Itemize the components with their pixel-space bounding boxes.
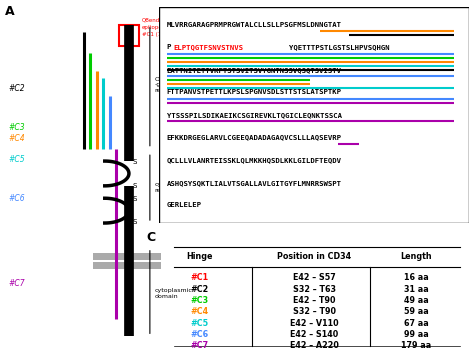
- Text: 31 aa: 31 aa: [404, 285, 429, 294]
- Text: #C1 (16 aa): #C1 (16 aa): [142, 32, 175, 37]
- Text: S: S: [133, 159, 137, 165]
- Text: #C5: #C5: [8, 155, 25, 164]
- Text: MLVRRGARAGPRMPRGWTALCLLSLLPSGFMSLDNNGTAT: MLVRRGARAGPRMPRGWTALCLLSLLPSGFMSLDNNGTAT: [166, 22, 342, 28]
- Text: ASHQSYSQKTLIALVTSGALLAVLGITGYFLMNRRSWSPT: ASHQSYSQKTLIALVTSGALLAVLGITGYFLMNRRSWSPT: [166, 180, 342, 186]
- Text: Position in CD34: Position in CD34: [277, 252, 351, 261]
- FancyBboxPatch shape: [159, 7, 469, 223]
- Text: 49 aa: 49 aa: [404, 296, 429, 305]
- Text: GERLELEP: GERLELEP: [166, 202, 201, 208]
- Text: 67 aa: 67 aa: [404, 319, 429, 328]
- Text: #C1: #C1: [190, 273, 208, 282]
- Text: S: S: [133, 219, 137, 225]
- Text: C: C: [146, 231, 155, 244]
- Text: #C7: #C7: [190, 342, 208, 350]
- Text: A: A: [5, 5, 15, 18]
- Bar: [119, 25, 138, 46]
- Text: #C4: #C4: [8, 133, 25, 143]
- Text: S: S: [133, 196, 137, 202]
- Text: 179 aa: 179 aa: [401, 342, 432, 350]
- Text: E42 – S140: E42 – S140: [290, 330, 338, 339]
- Text: #C6: #C6: [190, 330, 208, 339]
- Text: QCLLLVLANRTEISSKLQLMKKHQSDLKKLGILDFTEQDV: QCLLLVLANRTEISSKLQLMKKHQSDLKKLGILDFTEQDV: [166, 157, 342, 163]
- Text: Length: Length: [401, 252, 432, 261]
- Text: 59 aa: 59 aa: [404, 307, 429, 316]
- Text: #C5: #C5: [190, 319, 208, 328]
- Text: B: B: [146, 0, 156, 3]
- Text: Hinge: Hinge: [186, 252, 212, 261]
- Text: #C7: #C7: [8, 279, 25, 288]
- Text: EFKKDRGEGLARVLCGEEQADADAGAQVCSLLLAQSEVRP: EFKKDRGEGLARVLCGEEQADADAGAQVCSLLLAQSEVRP: [166, 135, 342, 141]
- Text: O- and N-
-glycosylated
region: O- and N- -glycosylated region: [155, 77, 197, 93]
- Text: 99 aa: 99 aa: [404, 330, 429, 339]
- Text: QBend-10: QBend-10: [142, 18, 169, 23]
- Bar: [93, 253, 164, 260]
- Text: FTTPANVSTPETTLKPSLSPGNVSDLSTTSTSLATSPTKP: FTTPANVSTPETTLKPSLSPGNVSDLSTTSTSLATSPTKP: [166, 90, 342, 96]
- Text: #C4: #C4: [190, 307, 208, 316]
- Text: #C3: #C3: [190, 296, 208, 305]
- Text: cytoplasmic
domain: cytoplasmic domain: [155, 289, 192, 299]
- Text: E42 – A220: E42 – A220: [290, 342, 338, 350]
- Text: E42 – S57: E42 – S57: [292, 273, 336, 282]
- Text: 16 aa: 16 aa: [404, 273, 429, 282]
- Text: #C3: #C3: [8, 123, 25, 132]
- Text: cysteine-rich
region: cysteine-rich region: [155, 182, 195, 193]
- Text: P: P: [166, 44, 171, 50]
- Text: S32 – T63: S32 – T63: [292, 285, 336, 294]
- Text: S32 – T90: S32 – T90: [292, 307, 336, 316]
- Text: #C2: #C2: [190, 285, 208, 294]
- Text: #C6: #C6: [8, 194, 25, 203]
- Text: ELPTQGTFSNVSTNVS: ELPTQGTFSNVSTNVS: [174, 44, 244, 50]
- Text: YQETTTPSTLGSTSLHPVSQHGN: YQETTTPSTLGSTSLHPVSQHGN: [289, 44, 390, 50]
- Text: epitope: epitope: [142, 25, 163, 30]
- Text: YTSSSPILSDIKAEIKCSGIREVKLTQGICLEQNKTSSCA: YTSSSPILSDIKAEIKCSGIREVKLTQGICLEQNKTSSCA: [166, 112, 342, 118]
- Text: E42 – V110: E42 – V110: [290, 319, 338, 328]
- Text: S: S: [133, 183, 137, 189]
- Text: EATTNITETTVKFTSTSVITSVYGNTNSSVQSQTSVISTV: EATTNITETTVKFTSTSVITSVYGNTNSSVQSQTSVISTV: [166, 67, 342, 73]
- Text: E42 – T90: E42 – T90: [293, 296, 335, 305]
- Text: #C2: #C2: [8, 84, 25, 93]
- Bar: [93, 262, 164, 269]
